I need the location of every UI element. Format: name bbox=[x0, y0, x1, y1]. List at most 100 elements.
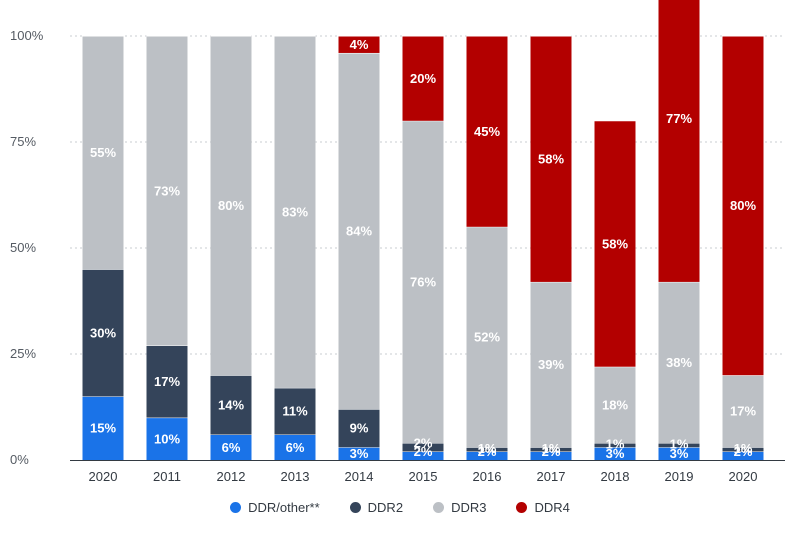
x-tick-label: 2014 bbox=[345, 469, 374, 484]
data-label: 2% bbox=[478, 444, 497, 459]
bar-segment-ddr2-2 bbox=[210, 375, 252, 435]
y-tick-label: 25% bbox=[10, 346, 36, 361]
legend: DDR/other** DDR2 DDR3 DDR4 bbox=[0, 500, 800, 515]
legend-dot-icon bbox=[433, 502, 445, 513]
bar-segment-ddr4-4 bbox=[338, 36, 380, 53]
bar-segment-ddr-other--8 bbox=[594, 447, 636, 460]
data-label: 1% bbox=[606, 437, 625, 452]
bar-segment-ddr3-5 bbox=[402, 120, 444, 444]
data-label: 3% bbox=[350, 446, 369, 461]
bar-segment-ddr3-7 bbox=[530, 281, 572, 448]
data-label: 84% bbox=[346, 224, 372, 239]
legend-item: DDR4 bbox=[516, 500, 570, 515]
legend-item: DDR3 bbox=[433, 500, 486, 515]
bar-segment-ddr2-1 bbox=[146, 345, 188, 418]
x-tick-label: 2015 bbox=[409, 469, 438, 484]
legend-item: DDR/other** bbox=[230, 500, 320, 515]
data-label: 14% bbox=[218, 397, 244, 412]
bar-segment-ddr2-8 bbox=[594, 443, 636, 448]
data-label: 2% bbox=[542, 444, 561, 459]
bar-segment-ddr-other--0 bbox=[82, 396, 124, 460]
data-label: 58% bbox=[538, 151, 564, 166]
data-label: 77% bbox=[666, 111, 692, 126]
data-label: 17% bbox=[730, 404, 756, 419]
data-label: 55% bbox=[90, 145, 116, 160]
data-label: 1% bbox=[478, 441, 497, 456]
data-label: 20% bbox=[410, 71, 436, 86]
bar-segment-ddr3-3 bbox=[274, 36, 316, 388]
x-tick-label: 2019 bbox=[665, 469, 694, 484]
data-label: 52% bbox=[474, 330, 500, 345]
bar-segment-ddr3-9 bbox=[658, 281, 700, 444]
bar-segment-ddr3-8 bbox=[594, 366, 636, 444]
y-tick-label: 0% bbox=[10, 452, 29, 467]
bar-segment-ddr3-4 bbox=[338, 52, 380, 410]
bar-segment-ddr4-7 bbox=[530, 36, 572, 282]
y-tick-label: 75% bbox=[10, 134, 36, 149]
y-tick-label: 50% bbox=[10, 240, 36, 255]
segment-labels: 15% 30% 55% 10% 17% 73% 6% 14% 80% 6% 11% 83% 3% 9% 84… bbox=[90, 37, 756, 461]
data-label: 1% bbox=[542, 441, 561, 456]
bar-segment-ddr-other--4 bbox=[338, 447, 380, 460]
bar-segment-ddr-other--1 bbox=[146, 417, 188, 460]
bar-segment-ddr4-8 bbox=[594, 120, 636, 367]
bar-segment-ddr2-0 bbox=[82, 269, 124, 397]
x-tick-label: 2016 bbox=[473, 469, 502, 484]
data-label: 9% bbox=[350, 421, 369, 436]
data-label: 1% bbox=[734, 441, 753, 456]
data-label: 2% bbox=[414, 436, 433, 451]
bar-segment-ddr2-5 bbox=[402, 443, 444, 452]
data-label: 2% bbox=[414, 444, 433, 459]
legend-label: DDR/other** bbox=[248, 500, 320, 515]
legend-label: DDR2 bbox=[367, 500, 404, 515]
data-label: 30% bbox=[90, 325, 116, 340]
x-axis: 2020 2011 2012 2013 2014 2015 2016 2017 2018 2019… bbox=[70, 460, 785, 484]
bar-segment-ddr2-9 bbox=[658, 443, 700, 448]
bar-segment-ddr-other--5 bbox=[402, 451, 444, 460]
data-label: 3% bbox=[670, 446, 689, 461]
bar-segment-ddr2-6 bbox=[466, 447, 508, 452]
data-label: 11% bbox=[282, 404, 308, 419]
data-label: 17% bbox=[154, 374, 180, 389]
data-label: 58% bbox=[602, 236, 628, 251]
bar-segment-ddr-other--2 bbox=[210, 434, 252, 460]
legend-label: DDR3 bbox=[451, 500, 487, 515]
data-label: 38% bbox=[666, 355, 692, 370]
data-label: 73% bbox=[154, 183, 180, 198]
data-label: 18% bbox=[602, 397, 628, 412]
data-label: 3% bbox=[606, 446, 625, 461]
bar-segment-ddr-other--10 bbox=[722, 451, 764, 460]
data-label: 80% bbox=[218, 198, 244, 213]
bar-segment-ddr3-6 bbox=[466, 226, 508, 448]
data-label: 6% bbox=[222, 440, 241, 455]
bar-segment-ddr3-10 bbox=[722, 375, 764, 448]
x-tick-label: 2012 bbox=[217, 469, 246, 484]
x-tick-label: 2020 bbox=[729, 469, 758, 484]
bar-segment-ddr2-7 bbox=[530, 447, 572, 452]
x-tick-label: 2018 bbox=[601, 469, 630, 484]
stacked-bar-chart: 0% 25% 50% 75% 100% 15% 30% 55% 10% 17% 73% 6% 14% 8… bbox=[10, 0, 785, 484]
bar-segment-ddr2-4 bbox=[338, 409, 380, 448]
data-label: 6% bbox=[286, 440, 305, 455]
y-axis: 0% 25% 50% 75% 100% bbox=[10, 28, 44, 467]
data-label: 83% bbox=[282, 204, 308, 219]
bar-segment-ddr4-6 bbox=[466, 36, 508, 227]
legend-dot-icon bbox=[230, 502, 242, 513]
x-tick-label: 2017 bbox=[537, 469, 566, 484]
bar-segment-ddr3-2 bbox=[210, 36, 252, 376]
legend-item: DDR2 bbox=[349, 500, 404, 515]
data-label: 10% bbox=[154, 431, 180, 446]
bar-segment-ddr4-10 bbox=[722, 36, 764, 376]
x-tick-label: 2020 bbox=[89, 469, 118, 484]
bar-segment-ddr2-3 bbox=[274, 387, 316, 435]
bars bbox=[82, 0, 764, 460]
bar-segment-ddr4-5 bbox=[402, 36, 444, 121]
x-tick-label: 2013 bbox=[281, 469, 310, 484]
data-label: 4% bbox=[350, 37, 369, 52]
bar-segment-ddr-other--7 bbox=[530, 451, 572, 460]
data-label: 76% bbox=[410, 274, 436, 289]
data-label: 45% bbox=[474, 124, 500, 139]
bar-segment-ddr-other--9 bbox=[658, 447, 700, 460]
x-tick-label: 2011 bbox=[153, 469, 181, 484]
data-label: 39% bbox=[538, 357, 564, 372]
